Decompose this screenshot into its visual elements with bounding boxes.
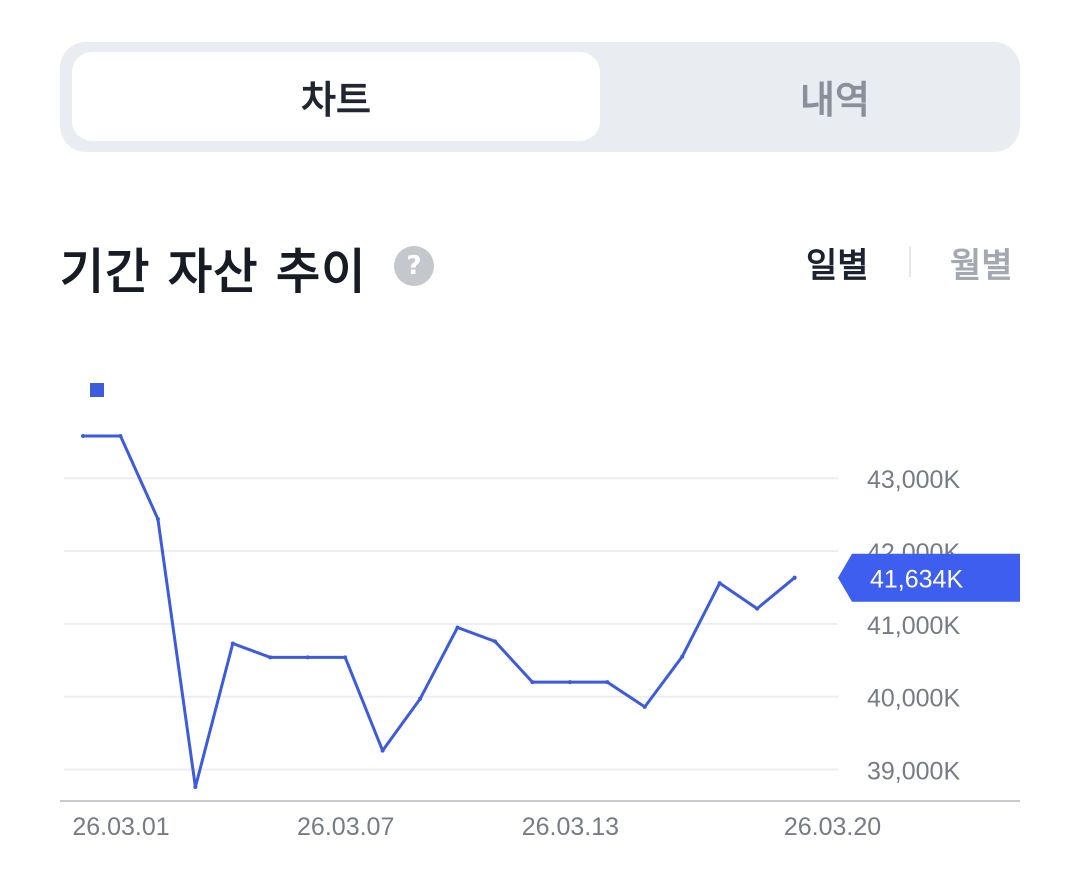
y-tick-label: 39,000K bbox=[867, 758, 960, 786]
tab-history[interactable]: 내역 bbox=[800, 78, 870, 122]
data-point bbox=[380, 748, 385, 753]
x-tick-label: 26.03.01 bbox=[72, 813, 169, 841]
y-tick-label: 41,000K bbox=[867, 612, 960, 640]
data-point bbox=[305, 655, 310, 660]
data-point bbox=[418, 696, 423, 701]
question-icon[interactable]: ? bbox=[394, 246, 434, 286]
tab-chart[interactable]: 차트 bbox=[72, 52, 600, 141]
x-tick-label: 26.03.07 bbox=[297, 813, 394, 841]
data-point bbox=[755, 606, 760, 611]
data-point bbox=[530, 680, 535, 685]
view-segment-control: 차트 내역 bbox=[60, 42, 1020, 152]
current-value-label: 41,634K bbox=[870, 566, 963, 594]
x-tick-label: 26.03.13 bbox=[522, 813, 619, 841]
data-point bbox=[343, 655, 348, 660]
data-point bbox=[155, 517, 160, 522]
data-point bbox=[642, 704, 647, 709]
period-divider bbox=[909, 247, 911, 277]
data-point bbox=[492, 639, 497, 644]
data-point bbox=[118, 434, 123, 438]
legend-marker bbox=[90, 383, 104, 397]
data-point bbox=[81, 434, 85, 438]
y-tick-label: 43,000K bbox=[867, 466, 960, 494]
period-daily-button[interactable]: 일별 bbox=[806, 246, 869, 286]
data-point bbox=[230, 641, 235, 646]
current-value-badge bbox=[838, 553, 1020, 602]
data-point bbox=[680, 654, 685, 659]
section-title: 기간 자산 추이 bbox=[60, 244, 367, 300]
period-monthly-button[interactable]: 월별 bbox=[950, 246, 1013, 286]
data-point bbox=[717, 581, 722, 586]
x-tick-label: 26.03.20 bbox=[784, 813, 881, 841]
data-point bbox=[193, 785, 198, 789]
data-point bbox=[792, 575, 797, 580]
data-point bbox=[567, 680, 572, 685]
data-point bbox=[268, 655, 273, 660]
data-point bbox=[605, 680, 610, 685]
series-line bbox=[81, 434, 797, 789]
y-tick-label: 40,000K bbox=[867, 685, 960, 713]
data-point bbox=[455, 625, 460, 630]
